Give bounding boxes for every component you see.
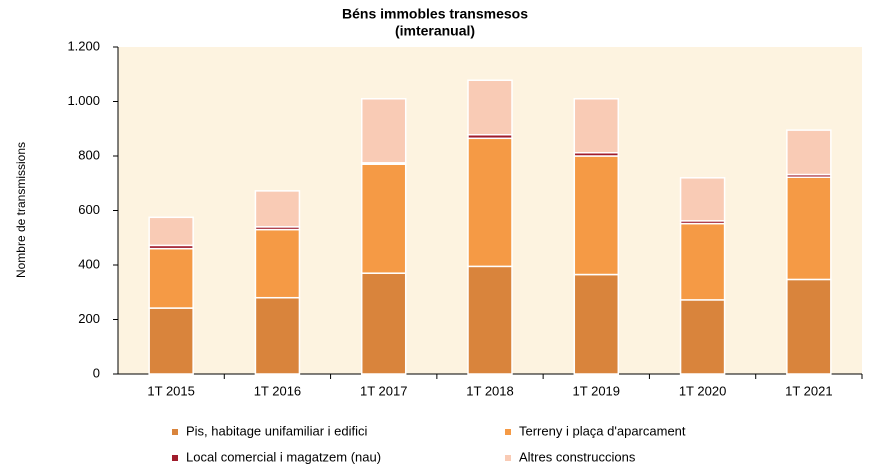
x-tick-label: 1T 2015 — [147, 383, 194, 398]
y-tick-label: 800 — [78, 147, 100, 162]
x-tick-label: 1T 2018 — [466, 383, 513, 398]
x-tick-label: 1T 2020 — [679, 383, 726, 398]
bar-segment — [679, 299, 726, 375]
bar-segment — [467, 137, 513, 268]
bar-segment — [360, 163, 407, 274]
chart-subtitle: (imteranual) — [395, 23, 475, 39]
bar-segment — [786, 278, 832, 375]
bar-segment — [786, 176, 832, 281]
y-tick-label: 400 — [78, 256, 100, 271]
y-tick-label: 1.200 — [67, 38, 100, 53]
legend-swatch — [505, 429, 511, 435]
bar-segment — [679, 222, 726, 301]
legend-swatch — [172, 429, 178, 435]
x-tick-label: 1T 2017 — [360, 383, 407, 398]
bar-segment — [786, 129, 832, 176]
legend-swatch — [505, 455, 511, 461]
y-tick-label: 200 — [78, 311, 100, 326]
y-tick-label: 600 — [78, 202, 100, 217]
bar-segment — [573, 98, 620, 154]
legend-label: Terreny i plaça d'aparcament — [519, 423, 686, 438]
y-tick-label: 1.000 — [67, 93, 100, 108]
bar-segment — [254, 228, 301, 299]
bar-segment — [254, 190, 301, 228]
legend-label: Altres construccions — [519, 449, 636, 464]
bar-segment — [148, 247, 194, 309]
bar-segment — [679, 177, 726, 222]
x-tick-label: 1T 2019 — [573, 383, 620, 398]
x-tick-label: 1T 2016 — [254, 383, 301, 398]
legend-label: Pis, habitage unifamiliar i edifici — [186, 423, 367, 438]
bar-segment — [467, 265, 513, 375]
legend-swatch — [172, 455, 178, 461]
y-tick-label: 0 — [93, 365, 100, 380]
bar-segment — [573, 155, 620, 276]
bar-segment — [360, 98, 407, 164]
y-axis-label: Nombre de transmissions — [14, 142, 28, 278]
bar-segment — [467, 79, 513, 136]
chart-title: Béns immobles transmesos — [342, 6, 528, 22]
bar-segment — [360, 272, 407, 375]
bar-segment — [573, 273, 620, 375]
bar-segment — [148, 307, 194, 375]
bar-segment — [148, 216, 194, 247]
x-tick-label: 1T 2021 — [785, 383, 832, 398]
bar-segment — [254, 296, 301, 375]
legend-label: Local comercial i magatzem (nau) — [186, 449, 381, 464]
